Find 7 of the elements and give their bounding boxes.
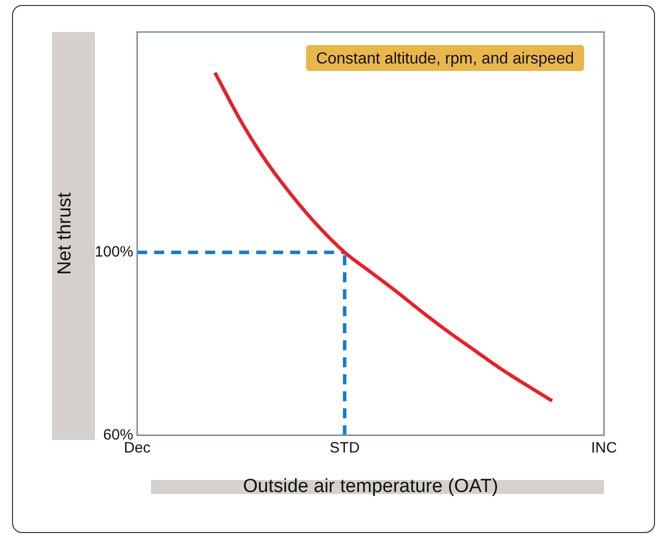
y-tick-label: 100% xyxy=(94,243,134,260)
y-axis-title: Net thrust xyxy=(54,192,76,275)
x-axis-title: Outside air temperature (OAT) xyxy=(242,476,498,497)
line-series xyxy=(213,70,554,403)
x-tick-label: INC xyxy=(591,439,618,456)
x-tick-label: STD xyxy=(330,439,360,456)
annotation: Constant altitude, rpm, and airspeed xyxy=(316,50,574,68)
